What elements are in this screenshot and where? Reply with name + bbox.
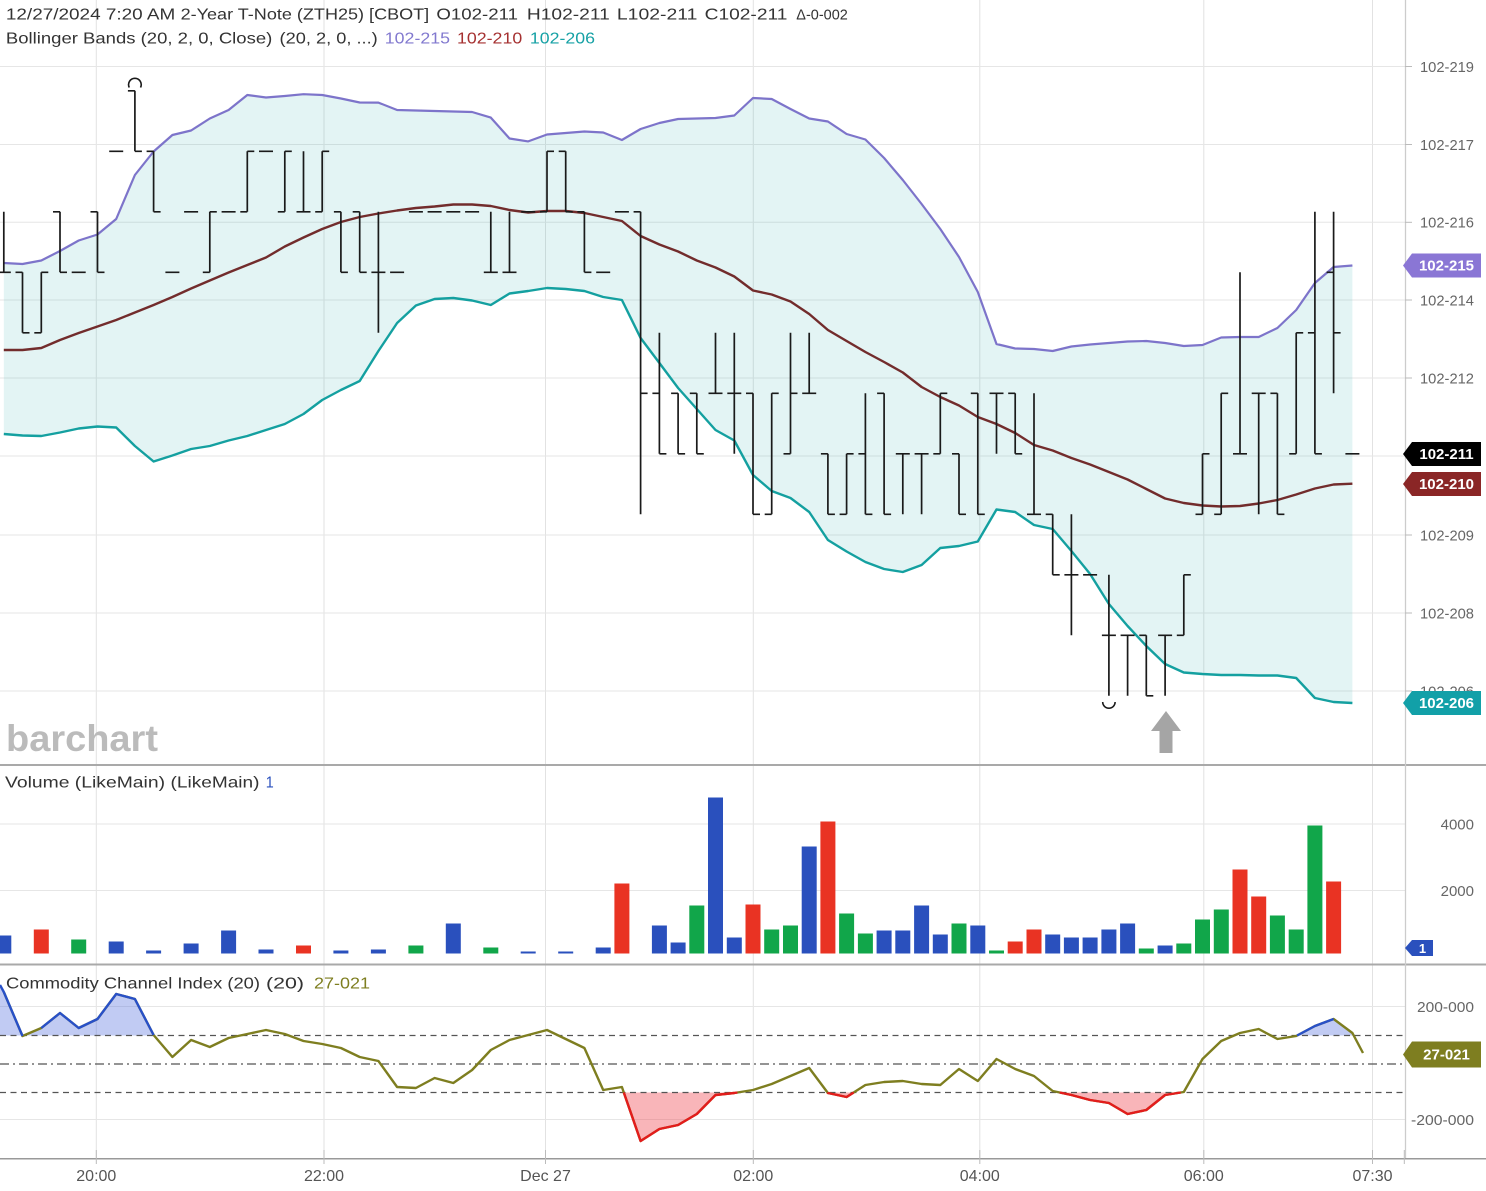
svg-text:Δ-0-002: Δ-0-002 [796, 7, 848, 24]
svg-text:1: 1 [1419, 941, 1426, 956]
svg-text:(LikeMain): (LikeMain) [171, 775, 260, 792]
svg-text:06:00: 06:00 [1184, 1168, 1224, 1185]
svg-text:2000: 2000 [1441, 883, 1474, 900]
svg-text:Commodity Channel Index (20): Commodity Channel Index (20) [6, 976, 260, 993]
svg-text:Bollinger Bands (20, 2, 0, Clo: Bollinger Bands (20, 2, 0, Close) [6, 31, 272, 48]
svg-text:102-210: 102-210 [1419, 476, 1474, 493]
svg-text:-200-000: -200-000 [1411, 1112, 1474, 1129]
svg-text:27-021: 27-021 [1423, 1047, 1470, 1064]
svg-text:O102-211: O102-211 [436, 7, 518, 24]
svg-text:102-215: 102-215 [1419, 258, 1474, 275]
svg-text:Dec 27: Dec 27 [520, 1168, 571, 1185]
svg-text:04:00: 04:00 [960, 1168, 1000, 1185]
svg-text:barchart: barchart [6, 718, 158, 759]
svg-text:20:00: 20:00 [76, 1168, 116, 1185]
svg-text:102-217: 102-217 [1420, 137, 1474, 154]
svg-text:07:30: 07:30 [1352, 1168, 1392, 1185]
svg-text:(20, 2, 0, ...): (20, 2, 0, ...) [280, 31, 378, 48]
svg-text:102-210: 102-210 [457, 31, 522, 48]
svg-text:1: 1 [266, 775, 274, 792]
svg-text:27-021: 27-021 [314, 976, 370, 993]
svg-text:102-215: 102-215 [385, 31, 450, 48]
svg-text:4000: 4000 [1441, 816, 1474, 833]
svg-text:102-206: 102-206 [1419, 695, 1474, 712]
svg-text:102-211: 102-211 [1419, 446, 1473, 463]
svg-text:02:00: 02:00 [733, 1168, 773, 1185]
svg-text:12/27/2024 7:20 AM: 12/27/2024 7:20 AM [6, 7, 175, 24]
svg-text:Volume (LikeMain): Volume (LikeMain) [5, 775, 165, 792]
svg-text:102-209: 102-209 [1420, 527, 1474, 544]
svg-text:102-212: 102-212 [1420, 370, 1474, 387]
svg-text:H102-211: H102-211 [527, 7, 610, 24]
svg-text:200-000: 200-000 [1417, 999, 1474, 1016]
svg-text:2-Year T-Note (ZTH25) [CBOT]: 2-Year T-Note (ZTH25) [CBOT] [181, 7, 430, 24]
svg-text:102-208: 102-208 [1420, 605, 1474, 622]
svg-text:L102-211: L102-211 [617, 7, 698, 24]
svg-text:C102-211: C102-211 [705, 7, 788, 24]
svg-text:22:00: 22:00 [304, 1168, 344, 1185]
svg-text:(20): (20) [266, 976, 304, 993]
svg-text:102-219: 102-219 [1420, 59, 1474, 76]
svg-text:102-214: 102-214 [1420, 292, 1474, 309]
svg-text:102-206: 102-206 [530, 31, 595, 48]
svg-text:102-216: 102-216 [1420, 215, 1474, 232]
